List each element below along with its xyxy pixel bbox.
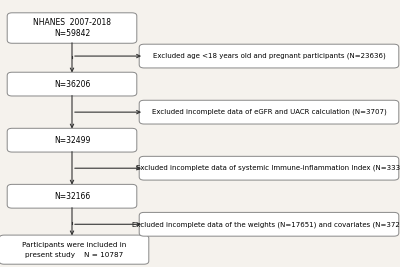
Text: N=32499: N=32499 xyxy=(54,136,90,145)
Text: NHANES  2007-2018: NHANES 2007-2018 xyxy=(33,18,111,27)
FancyBboxPatch shape xyxy=(7,72,137,96)
FancyBboxPatch shape xyxy=(7,184,137,208)
Text: Excluded incomplete data of the weights (N=17651) and covariates (N=3728): Excluded incomplete data of the weights … xyxy=(132,221,400,227)
Text: N=36206: N=36206 xyxy=(54,80,90,89)
FancyBboxPatch shape xyxy=(7,13,137,43)
Text: N=32166: N=32166 xyxy=(54,192,90,201)
FancyBboxPatch shape xyxy=(139,213,399,236)
Text: Excluded incomplete data of systemic Immune-inflammation Index (N=333): Excluded incomplete data of systemic Imm… xyxy=(136,165,400,171)
Text: N=59842: N=59842 xyxy=(54,29,90,38)
Text: Excluded age <18 years old and pregnant participants (N=23636): Excluded age <18 years old and pregnant … xyxy=(153,53,385,59)
FancyBboxPatch shape xyxy=(139,44,399,68)
FancyBboxPatch shape xyxy=(139,100,399,124)
FancyBboxPatch shape xyxy=(0,235,149,264)
Text: Participants were included in: Participants were included in xyxy=(22,242,126,248)
Text: Excluded incomplete data of eGFR and UACR calculation (N=3707): Excluded incomplete data of eGFR and UAC… xyxy=(152,109,386,115)
Text: present study    N = 10787: present study N = 10787 xyxy=(25,252,123,258)
FancyBboxPatch shape xyxy=(7,128,137,152)
FancyBboxPatch shape xyxy=(139,156,399,180)
